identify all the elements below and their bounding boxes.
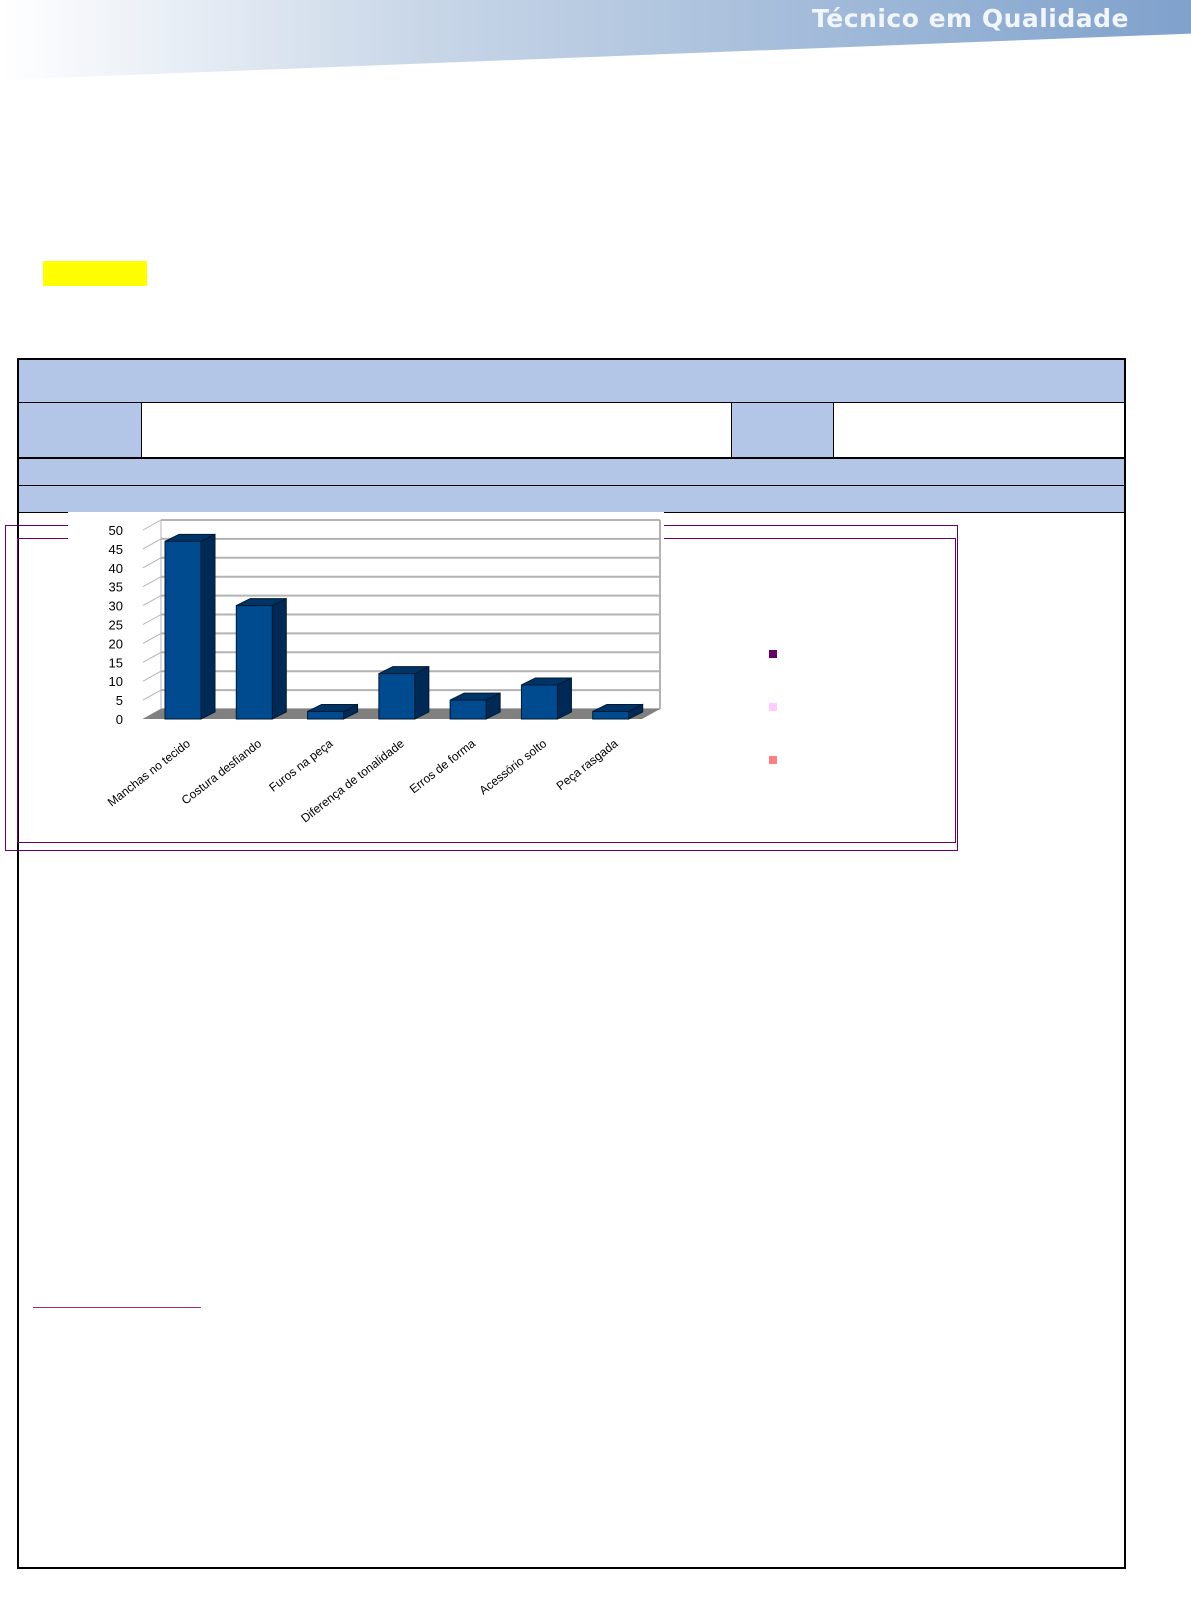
legend-swatch-2 — [769, 703, 777, 711]
bar — [592, 710, 630, 720]
bar-side — [271, 597, 287, 720]
gridline-side — [142, 614, 162, 625]
table-header-row — [19, 360, 1124, 403]
legend-swatch-1 — [769, 650, 777, 658]
gridline-side — [142, 689, 162, 701]
gridline-side — [142, 632, 162, 644]
section-row-2 — [19, 486, 1124, 513]
y-tick-label: 25 — [109, 618, 123, 633]
gridline-side — [142, 519, 162, 531]
bar — [307, 710, 345, 720]
bar-side — [414, 665, 430, 720]
y-tick-label: 40 — [109, 561, 123, 576]
label-cell-2 — [732, 403, 834, 457]
bar — [449, 699, 487, 720]
label-cell-1 — [19, 403, 142, 457]
y-tick-label: 15 — [109, 655, 123, 670]
underline-rule — [33, 1307, 201, 1308]
form-table — [17, 358, 1126, 1569]
y-tick-label: 45 — [109, 542, 123, 557]
legend-swatch-3 — [769, 756, 777, 764]
header-title: Técnico em Qualidade — [812, 4, 1129, 33]
value-cell-1 — [142, 403, 732, 457]
y-tick-label: 10 — [109, 674, 123, 689]
y-tick-label: 20 — [109, 636, 123, 651]
y-tick-label: 5 — [116, 693, 123, 708]
gridline-side — [142, 670, 162, 682]
table-info-row — [19, 403, 1124, 459]
gridline-side — [142, 595, 162, 607]
bar — [164, 540, 202, 720]
bar — [235, 605, 273, 720]
gridline-side — [142, 651, 162, 663]
y-tick-label: 35 — [109, 580, 123, 595]
bar — [378, 673, 416, 720]
bar — [520, 684, 558, 720]
gridline-side — [142, 538, 162, 550]
highlight-mark — [43, 261, 147, 286]
gridline-side — [142, 557, 162, 569]
value-cell-2 — [834, 403, 1124, 457]
y-tick-label: 50 — [109, 523, 123, 538]
y-tick-label: 0 — [116, 712, 123, 727]
y-tick-label: 30 — [109, 599, 123, 614]
bar-side — [200, 533, 216, 720]
section-row-1 — [19, 459, 1124, 486]
gridline-side — [142, 576, 162, 588]
